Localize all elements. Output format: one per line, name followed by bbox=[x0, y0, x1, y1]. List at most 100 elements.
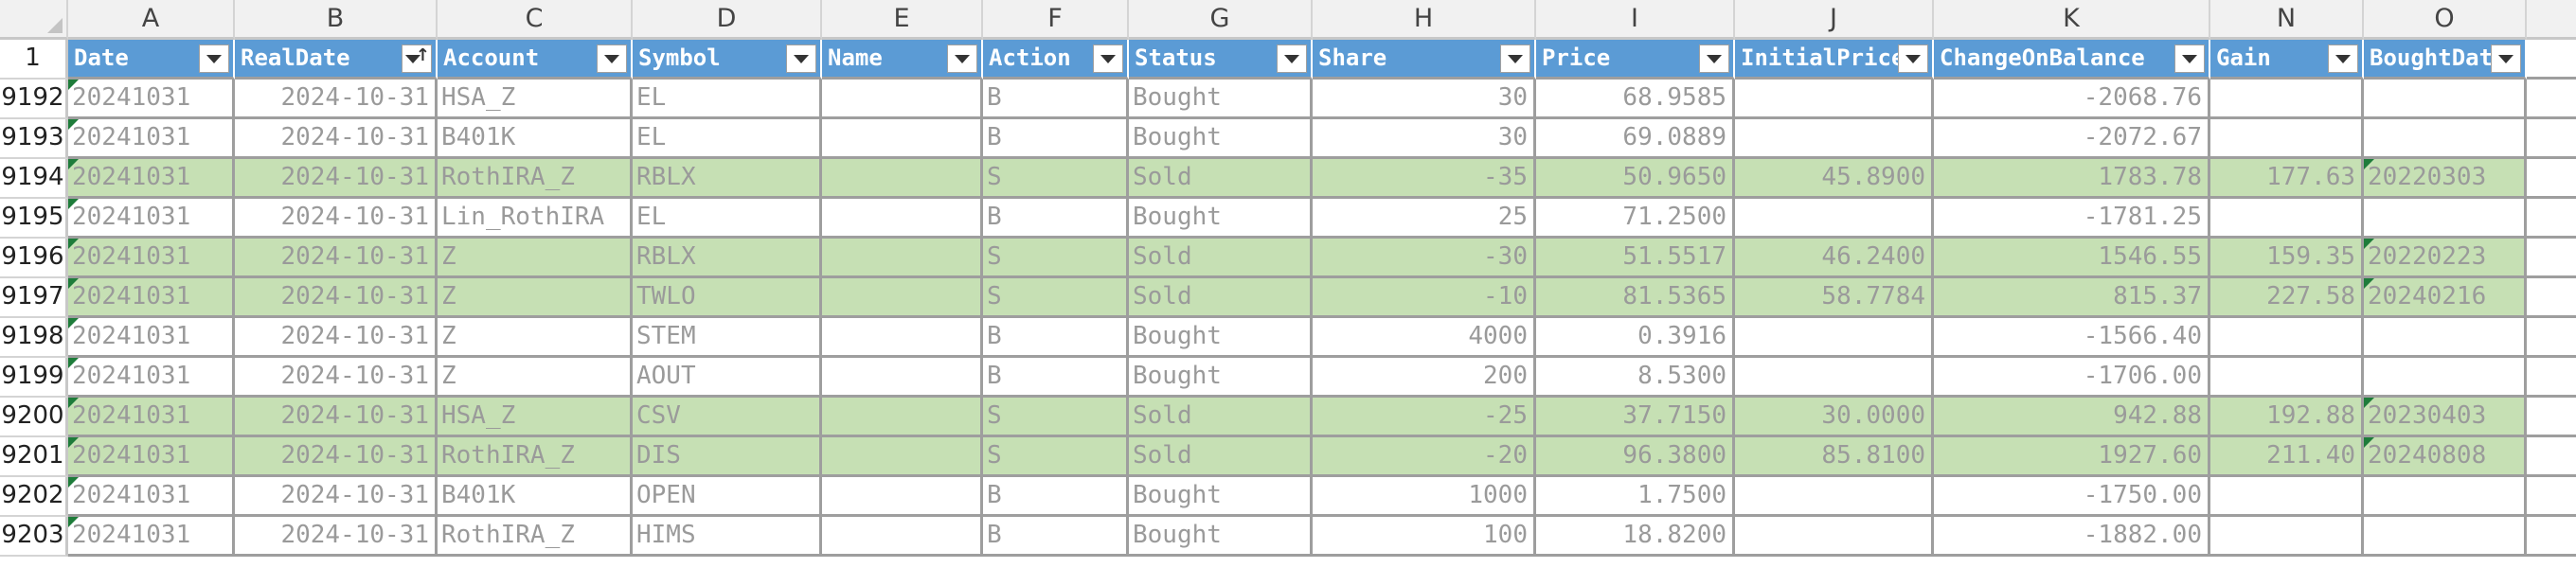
row-header[interactable]: 9201 bbox=[0, 437, 68, 477]
filter-dropdown-icon[interactable] bbox=[786, 44, 816, 73]
column-header-i[interactable]: I bbox=[1536, 0, 1735, 40]
filter-dropdown-icon[interactable] bbox=[1093, 44, 1123, 73]
action-cell[interactable]: S bbox=[983, 437, 1129, 477]
price-cell[interactable]: 50.9650 bbox=[1536, 159, 1735, 199]
filter-dropdown-icon[interactable] bbox=[2328, 44, 2358, 73]
name-cell[interactable] bbox=[822, 239, 983, 278]
bought-date-cell[interactable]: 20240216 bbox=[2364, 278, 2527, 318]
realdate-cell[interactable]: 2024-10-31 bbox=[235, 437, 438, 477]
bought-date-cell[interactable] bbox=[2364, 80, 2527, 119]
row-header[interactable]: 9203 bbox=[0, 517, 68, 557]
table-header-date[interactable]: Date bbox=[68, 40, 235, 80]
name-cell[interactable] bbox=[822, 278, 983, 318]
initial-price-cell[interactable] bbox=[1735, 477, 1934, 517]
gain-cell[interactable] bbox=[2210, 80, 2364, 119]
account-cell[interactable]: RothIRA_Z bbox=[438, 437, 633, 477]
action-cell[interactable]: S bbox=[983, 398, 1129, 437]
gain-cell[interactable]: 192.88 bbox=[2210, 398, 2364, 437]
realdate-cell[interactable]: 2024-10-31 bbox=[235, 398, 438, 437]
symbol-cell[interactable]: OPEN bbox=[633, 477, 822, 517]
table-header-share[interactable]: Share bbox=[1313, 40, 1536, 80]
share-cell[interactable]: -35 bbox=[1313, 159, 1536, 199]
date-cell[interactable]: 20241031 bbox=[68, 358, 235, 398]
column-header-o[interactable]: O bbox=[2364, 0, 2527, 40]
price-cell[interactable]: 0.3916 bbox=[1536, 318, 1735, 358]
gain-cell[interactable] bbox=[2210, 517, 2364, 557]
column-header-c[interactable]: C bbox=[438, 0, 633, 40]
change-on-balance-cell[interactable]: -1781.25 bbox=[1934, 199, 2210, 239]
column-header-k[interactable]: K bbox=[1934, 0, 2210, 40]
account-cell[interactable]: Z bbox=[438, 278, 633, 318]
gain-cell[interactable] bbox=[2210, 119, 2364, 159]
date-cell[interactable]: 20241031 bbox=[68, 239, 235, 278]
row-header[interactable]: 9197 bbox=[0, 278, 68, 318]
bought-date-cell[interactable] bbox=[2364, 318, 2527, 358]
row-header[interactable]: 9202 bbox=[0, 477, 68, 517]
filter-dropdown-icon[interactable] bbox=[1898, 44, 1928, 73]
filter-dropdown-icon[interactable]: ↑ bbox=[402, 44, 432, 73]
action-cell[interactable]: B bbox=[983, 318, 1129, 358]
initial-price-cell[interactable] bbox=[1735, 80, 1934, 119]
symbol-cell[interactable]: RBLX bbox=[633, 159, 822, 199]
table-header-changeonbalance[interactable]: ChangeOnBalance bbox=[1934, 40, 2210, 80]
initial-price-cell[interactable] bbox=[1735, 358, 1934, 398]
symbol-cell[interactable]: EL bbox=[633, 119, 822, 159]
column-header-h[interactable]: H bbox=[1313, 0, 1536, 40]
row-header[interactable]: 9195 bbox=[0, 199, 68, 239]
action-cell[interactable]: B bbox=[983, 477, 1129, 517]
filter-dropdown-icon[interactable] bbox=[947, 44, 977, 73]
realdate-cell[interactable]: 2024-10-31 bbox=[235, 80, 438, 119]
share-cell[interactable]: -20 bbox=[1313, 437, 1536, 477]
change-on-balance-cell[interactable]: -1706.00 bbox=[1934, 358, 2210, 398]
account-cell[interactable]: RothIRA_Z bbox=[438, 159, 633, 199]
gain-cell[interactable]: 227.58 bbox=[2210, 278, 2364, 318]
change-on-balance-cell[interactable]: -2068.76 bbox=[1934, 80, 2210, 119]
realdate-cell[interactable]: 2024-10-31 bbox=[235, 239, 438, 278]
bought-date-cell[interactable]: 20220223 bbox=[2364, 239, 2527, 278]
name-cell[interactable] bbox=[822, 199, 983, 239]
action-cell[interactable]: B bbox=[983, 199, 1129, 239]
action-cell[interactable]: B bbox=[983, 517, 1129, 557]
date-cell[interactable]: 20241031 bbox=[68, 517, 235, 557]
table-header-action[interactable]: Action bbox=[983, 40, 1129, 80]
status-cell[interactable]: Bought bbox=[1129, 318, 1313, 358]
gain-cell[interactable] bbox=[2210, 199, 2364, 239]
status-cell[interactable]: Bought bbox=[1129, 119, 1313, 159]
initial-price-cell[interactable]: 58.7784 bbox=[1735, 278, 1934, 318]
price-cell[interactable]: 96.3800 bbox=[1536, 437, 1735, 477]
filter-dropdown-icon[interactable] bbox=[2491, 44, 2521, 73]
account-cell[interactable]: B401K bbox=[438, 119, 633, 159]
realdate-cell[interactable]: 2024-10-31 bbox=[235, 358, 438, 398]
account-cell[interactable]: Z bbox=[438, 358, 633, 398]
price-cell[interactable]: 68.9585 bbox=[1536, 80, 1735, 119]
gain-cell[interactable] bbox=[2210, 318, 2364, 358]
column-header-n[interactable]: N bbox=[2210, 0, 2364, 40]
bought-date-cell[interactable] bbox=[2364, 199, 2527, 239]
action-cell[interactable]: B bbox=[983, 80, 1129, 119]
account-cell[interactable]: Z bbox=[438, 318, 633, 358]
table-header-name[interactable]: Name bbox=[822, 40, 983, 80]
change-on-balance-cell[interactable]: -1566.40 bbox=[1934, 318, 2210, 358]
status-cell[interactable]: Bought bbox=[1129, 517, 1313, 557]
row-header[interactable]: 9199 bbox=[0, 358, 68, 398]
table-header-account[interactable]: Account bbox=[438, 40, 633, 80]
price-cell[interactable]: 71.2500 bbox=[1536, 199, 1735, 239]
name-cell[interactable] bbox=[822, 398, 983, 437]
filter-dropdown-icon[interactable] bbox=[597, 44, 627, 73]
row-header[interactable]: 1 bbox=[0, 40, 68, 80]
column-header-j[interactable]: J bbox=[1735, 0, 1934, 40]
bought-date-cell[interactable] bbox=[2364, 119, 2527, 159]
name-cell[interactable] bbox=[822, 358, 983, 398]
row-header[interactable]: 9198 bbox=[0, 318, 68, 358]
status-cell[interactable]: Bought bbox=[1129, 477, 1313, 517]
bought-date-cell[interactable]: 20240808 bbox=[2364, 437, 2527, 477]
realdate-cell[interactable]: 2024-10-31 bbox=[235, 119, 438, 159]
date-cell[interactable]: 20241031 bbox=[68, 119, 235, 159]
status-cell[interactable]: Bought bbox=[1129, 199, 1313, 239]
share-cell[interactable]: -25 bbox=[1313, 398, 1536, 437]
change-on-balance-cell[interactable]: -1882.00 bbox=[1934, 517, 2210, 557]
select-all-corner[interactable] bbox=[0, 0, 68, 40]
bought-date-cell[interactable] bbox=[2364, 517, 2527, 557]
action-cell[interactable]: S bbox=[983, 159, 1129, 199]
